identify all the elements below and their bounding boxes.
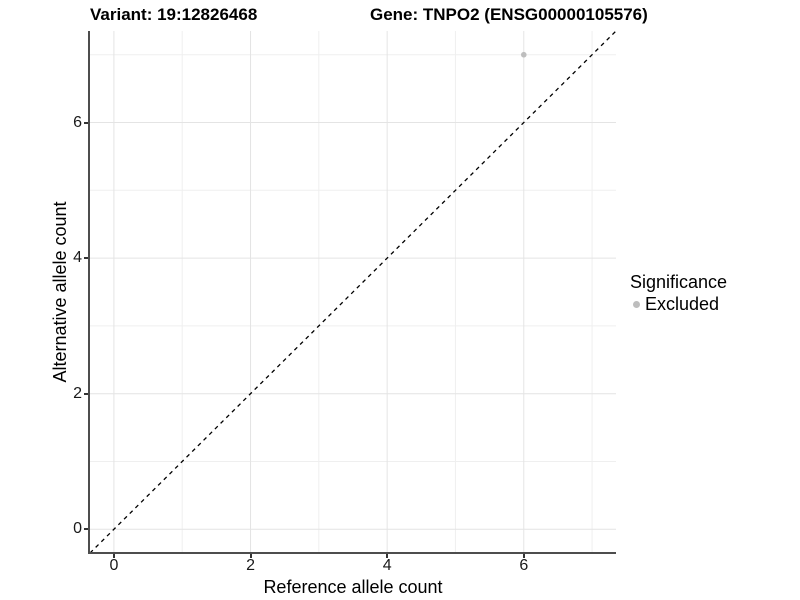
y-tick-mark — [84, 528, 88, 531]
legend-item-label: Excluded — [645, 294, 720, 314]
y-tick-label: 0 — [73, 520, 82, 538]
x-tick-mark — [522, 554, 525, 558]
x-tick-label: 0 — [109, 557, 119, 574]
x-tick-label: 4 — [382, 557, 392, 574]
y-tick-mark — [84, 392, 88, 395]
plot-panel — [89, 30, 617, 554]
y-tick-label: 2 — [73, 384, 82, 402]
plot-canvas — [89, 30, 617, 554]
data-point — [520, 51, 527, 58]
legend: Significance Excluded — [630, 272, 727, 314]
y-tick-mark — [84, 257, 88, 260]
x-tick-mark — [249, 554, 252, 558]
y-axis-title: Alternative allele count — [50, 201, 70, 383]
x-axis-title: Reference allele count — [263, 577, 443, 597]
y-axis-line — [88, 31, 90, 554]
legend-item: Excluded — [630, 294, 727, 314]
x-axis-line — [88, 552, 616, 554]
legend-title: Significance — [630, 272, 728, 292]
gene-title: Gene: TNPO2 (ENSG00000105576) — [370, 5, 648, 24]
x-tick-label: 2 — [246, 557, 255, 574]
y-tick-label: 6 — [73, 113, 82, 131]
variant-title: Variant: 19:12826468 — [90, 5, 258, 24]
legend-key-dot-icon — [633, 300, 640, 308]
identity-line — [89, 30, 617, 554]
x-tick-mark — [386, 554, 389, 558]
x-tick-mark — [112, 554, 115, 558]
x-tick-label: 6 — [519, 557, 529, 574]
y-tick-label: 4 — [73, 249, 82, 267]
y-tick-mark — [84, 121, 88, 124]
